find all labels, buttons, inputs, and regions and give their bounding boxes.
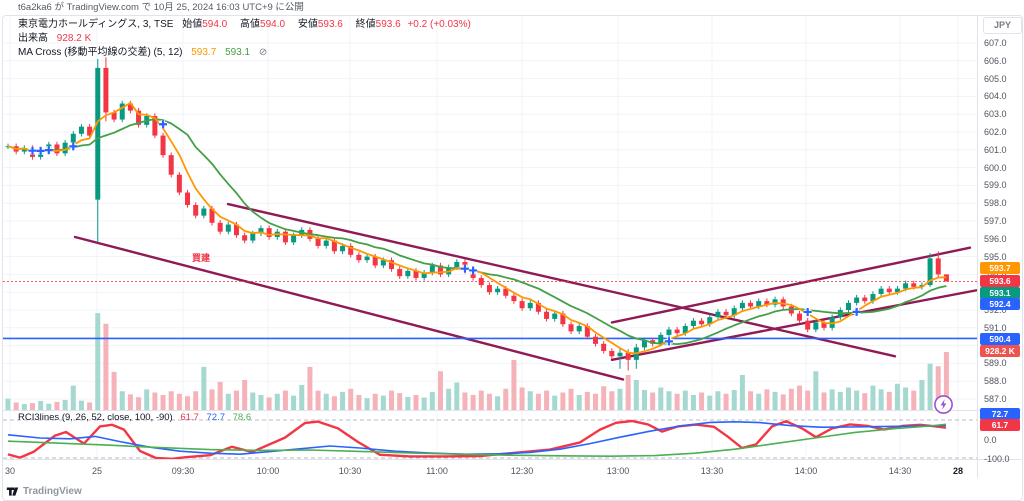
time-axis-label: 28 [952,466,964,476]
price-axis-label: 600.0 [984,162,1007,173]
tradingview-logo-icon [6,486,19,496]
time-axis-label: 10:00 [256,466,280,476]
price-axis-badge: 593.6 [980,275,1020,287]
price-axis-label: 599.0 [984,180,1007,191]
time-axis-label: 14:00 [794,466,818,476]
ma-cross-label[interactable]: MA Cross (移動平均線の交差) (5, 12) [18,47,183,58]
publish-info-text: t6a2ka6 が TradingView.com で 10月 25, 2024… [18,2,304,13]
price-axis-label: 594.0 [984,269,1024,279]
price-axis-label: 605.0 [984,73,1007,84]
price-axis-label: 606.0 [984,55,1007,66]
publish-info-bar: t6a2ka6 が TradingView.com で 10月 25, 2024… [0,0,1024,15]
low-label: 安値 [297,19,318,30]
high-label: 高値 [240,19,261,30]
legend-row-ma-cross: MA Cross (移動平均線の交差) (5, 12) 593.7 593.1 … [18,46,475,60]
low-value: 593.6 [317,19,343,30]
symbol-title[interactable]: 東京電力ホールディングス, 3, TSE [18,19,174,30]
price-axis-label: 588.0 [984,376,1007,387]
ma-fast-value: 593.7 [191,47,217,58]
time-axis-label: 11:00 [426,466,448,476]
price-axis-badge: 61.7 [980,419,1020,431]
price-axis-badge: 928.2 K [980,345,1020,357]
buy-entry-label: 買建 [192,253,211,263]
rci-label[interactable]: RCI3lines (9, 26, 52, close, 100, -90) [18,412,173,423]
volume-label[interactable]: 出来高 [18,33,48,44]
currency-button[interactable]: JPY [983,17,1022,34]
indicator-disabled-icon[interactable]: ⊘ [258,47,268,58]
ma-slow-value: 593.1 [225,47,251,58]
time-axis-label: 10:30 [338,466,362,476]
price-axis-label: 604.0 [984,91,1007,102]
close-value: 593.6 [375,19,401,30]
price-axis-label: 589.0 [984,358,1007,369]
price-axis-label: 596.0 [984,233,1007,244]
chart-legend: 東京電力ホールディングス, 3, TSE 始値594.0 高値594.0 安値5… [18,18,475,60]
price-axis-label: 601.0 [984,144,1007,155]
price-axis-label: 598.0 [984,198,1007,209]
price-axis-badge: 590.4 [980,333,1020,345]
time-axis-label: 30 [4,466,16,476]
rci-axis-label: -100.0 [984,454,1010,464]
price-axis-label: 607.0 [984,38,1007,48]
rci-value-52: 78.6 [232,412,252,423]
time-axis-label: 09:30 [171,466,195,476]
close-label: 終値 [355,19,376,30]
lightning-circle-icon[interactable] [933,394,954,415]
price-axis-label: 591.0 [984,322,1007,333]
price-axis-label: 602.0 [984,127,1007,137]
tradingview-logo[interactable]: TradingView [6,484,82,498]
legend-row-volume: 出来高 928.2 K [18,32,475,46]
time-axis-label: 12:30 [510,466,534,476]
time-axis[interactable] [0,460,977,480]
rci-value-26: 72.7 [206,412,226,423]
time-axis-label: 13:00 [606,466,630,476]
price-axis-badge: 592.4 [980,298,1020,310]
volume-value: 928.2 K [56,33,92,44]
high-value: 594.0 [260,19,286,30]
time-axis-label: 13:30 [700,466,724,476]
rci-axis-label: 0.0 [984,435,997,445]
open-value: 594.0 [202,19,228,30]
price-axis-badge: 72.7 [980,408,1020,420]
price-axis-badge: 593.7 [980,262,1020,274]
legend-row-symbol: 東京電力ホールディングス, 3, TSE 始値594.0 高値594.0 安値5… [18,18,475,32]
rci-indicator-legend: RCI3lines (9, 26, 52, close, 100, -90) 6… [18,412,251,423]
rci-value-9: 61.7 [180,412,199,423]
time-axis-label: 14:30 [888,466,912,476]
price-axis-label: 597.0 [984,216,1007,226]
price-axis-label: 603.0 [984,109,1007,120]
open-label: 始値 [182,19,203,30]
time-axis-label: 25 [91,466,103,476]
price-axis-label: 592.0 [984,305,1007,315]
change-value: +0.2 (+0.03%) [407,19,471,30]
price-axis-badge: 593.1 [980,287,1020,299]
price-axis-label: 595.0 [984,251,1007,262]
price-axis-label: 587.0 [984,394,1007,404]
tradingview-logo-text: TradingView [23,485,82,497]
